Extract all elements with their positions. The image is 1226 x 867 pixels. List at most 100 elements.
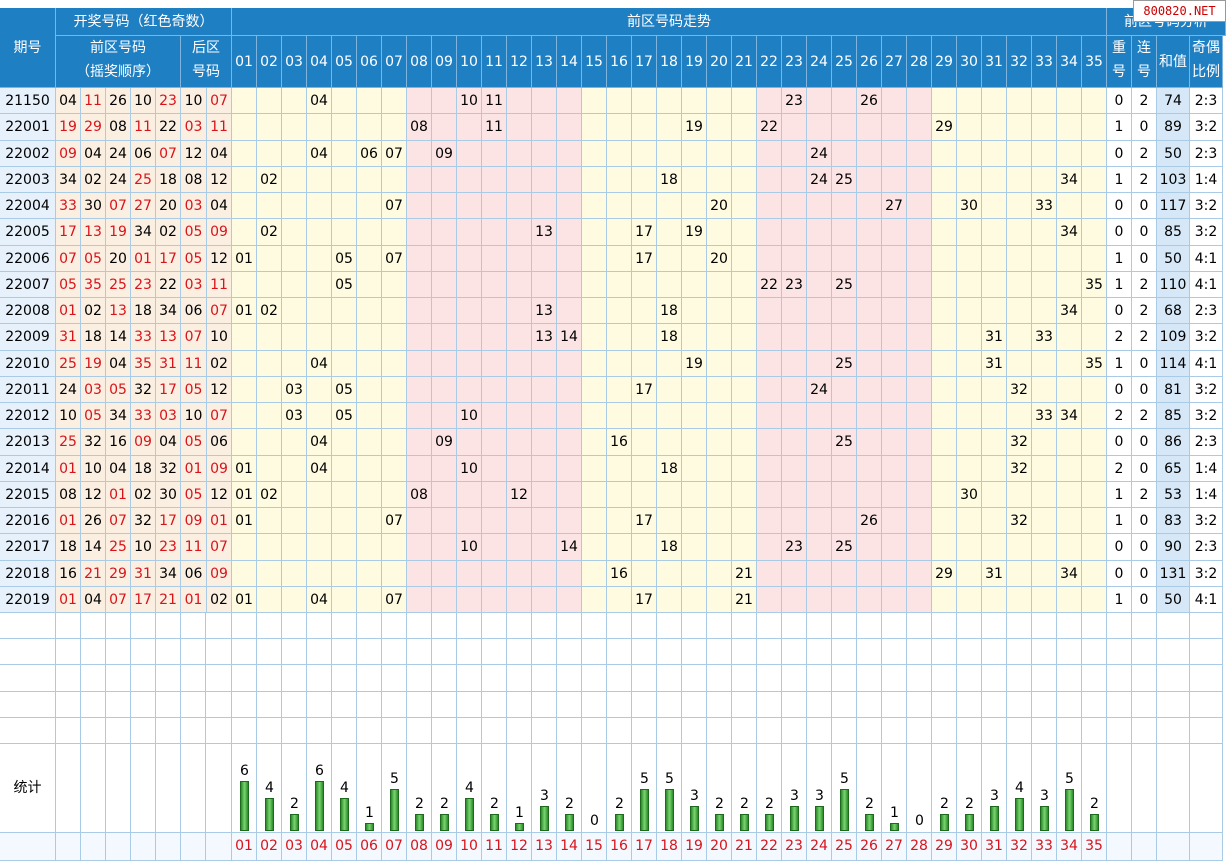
- stat-count-04: 6: [315, 763, 324, 779]
- trend-cell: [982, 482, 1007, 508]
- trend-cell: [682, 272, 707, 298]
- back-ball: 12: [181, 141, 207, 167]
- trend-cell: [807, 429, 832, 456]
- blank-cell: [582, 665, 607, 692]
- front-ball: 26: [81, 508, 106, 534]
- trend-cell: [932, 482, 957, 508]
- row-ratio: 2:3: [1190, 298, 1223, 324]
- trend-cell: [832, 114, 857, 141]
- row-consec: 0: [1132, 246, 1157, 272]
- blank-cell: [857, 613, 882, 639]
- trend-cell: [707, 456, 732, 482]
- front-ball: 25: [56, 429, 81, 456]
- trend-hit: 03: [282, 377, 307, 403]
- header-number-32: 32: [1007, 36, 1032, 88]
- row-sum: 85: [1157, 219, 1190, 246]
- trend-cell: [682, 141, 707, 167]
- trend-cell: [707, 561, 732, 587]
- front-ball: 03: [156, 403, 181, 429]
- trend-cell: [482, 534, 507, 561]
- trend-cell: [382, 403, 407, 429]
- row-repeat: 0: [1107, 141, 1132, 167]
- blank-cell: [632, 639, 657, 665]
- trend-cell: [582, 114, 607, 141]
- trend-cell: [807, 456, 832, 482]
- row-repeat: 1: [1107, 351, 1132, 377]
- blank-cell: [707, 692, 732, 718]
- trend-hit: 01: [232, 587, 257, 613]
- blank-cell: [607, 692, 632, 718]
- trend-cell: [507, 114, 532, 141]
- row-consec: 0: [1132, 351, 1157, 377]
- trend-cell: [907, 272, 932, 298]
- row-ratio: 3:2: [1190, 219, 1223, 246]
- trend-cell: [507, 246, 532, 272]
- trend-cell: [757, 534, 782, 561]
- trend-cell: [1082, 298, 1107, 324]
- trend-cell: [1057, 534, 1082, 561]
- trend-cell: [1057, 88, 1082, 114]
- footer-number-30: 30: [957, 833, 982, 861]
- row-sum: 50: [1157, 141, 1190, 167]
- row-consec: 2: [1132, 167, 1157, 193]
- trend-cell: [757, 167, 782, 193]
- trend-cell: [457, 298, 482, 324]
- trend-cell: [907, 587, 932, 613]
- trend-cell: [782, 167, 807, 193]
- trend-hit: 20: [707, 193, 732, 219]
- blank-cell: [657, 692, 682, 718]
- header-back-sub: 号码: [192, 64, 220, 80]
- blank-cell: [857, 665, 882, 692]
- blank-cell: [507, 692, 532, 718]
- blank-cell: [156, 639, 181, 665]
- footer-number-12: 12: [507, 833, 532, 861]
- trend-cell: [432, 351, 457, 377]
- blank-cell: [582, 718, 607, 744]
- blank-cell: [532, 613, 557, 639]
- blank-cell: [1082, 718, 1107, 744]
- stat-bar-26: [865, 814, 874, 831]
- trend-cell: [707, 114, 732, 141]
- trend-cell: [1057, 508, 1082, 534]
- blank-cell: [81, 665, 106, 692]
- row-period: 22016: [0, 508, 56, 534]
- trend-cell: [1007, 351, 1032, 377]
- trend-cell: [807, 193, 832, 219]
- trend-cell: [257, 587, 282, 613]
- front-ball: 29: [81, 114, 106, 141]
- trend-cell: [982, 167, 1007, 193]
- blank-cell: [1132, 718, 1157, 744]
- front-ball: 26: [106, 88, 131, 114]
- back-ball: 05: [181, 429, 207, 456]
- stat-bar-02: [265, 798, 274, 831]
- row-ratio: 2:3: [1190, 88, 1223, 114]
- row-ratio: 2:3: [1190, 429, 1223, 456]
- blank-cell: [1007, 639, 1032, 665]
- trend-cell: [1082, 508, 1107, 534]
- trend-cell: [1082, 429, 1107, 456]
- blank-cell: [1032, 665, 1057, 692]
- trend-cell: [432, 534, 457, 561]
- trend-hit: 14: [557, 534, 582, 561]
- trend-cell: [732, 482, 757, 508]
- blank-cell: [1132, 692, 1157, 718]
- trend-cell: [257, 351, 282, 377]
- trend-cell: [482, 298, 507, 324]
- trend-cell: [932, 429, 957, 456]
- row-sum: 53: [1157, 482, 1190, 508]
- trend-cell: [1082, 324, 1107, 351]
- blank-cell: [232, 613, 257, 639]
- trend-cell: [1032, 351, 1057, 377]
- trend-cell: [1057, 377, 1082, 403]
- trend-hit: 03: [282, 403, 307, 429]
- blank-cell: [131, 665, 156, 692]
- trend-cell: [682, 482, 707, 508]
- trend-cell: [507, 534, 532, 561]
- trend-cell: [957, 351, 982, 377]
- trend-cell: [882, 377, 907, 403]
- trend-cell: [407, 219, 432, 246]
- trend-cell: [1082, 167, 1107, 193]
- header-number-24: 24: [807, 36, 832, 88]
- header-number-03: 03: [282, 36, 307, 88]
- trend-hit: 33: [1032, 324, 1057, 351]
